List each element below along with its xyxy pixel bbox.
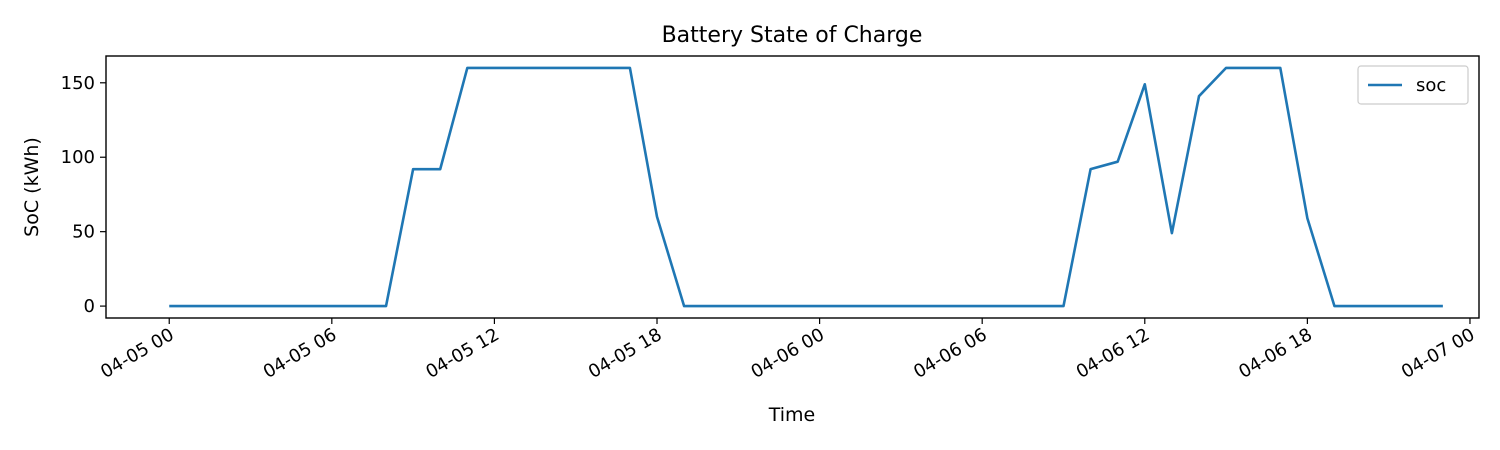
chart-title: Battery State of Charge <box>662 23 923 48</box>
y-tick-label: 0 <box>84 296 95 317</box>
legend-box <box>1357 65 1469 105</box>
y-tick-label: 150 <box>61 73 95 94</box>
legend-label: soc <box>1416 75 1446 96</box>
y-axis-label: SoC (kWh) <box>21 137 43 237</box>
y-tick-label: 100 <box>61 147 95 168</box>
y-tick-label: 50 <box>72 222 95 243</box>
x-axis-label: Time <box>768 404 816 426</box>
plot-frame <box>105 55 1480 319</box>
series-line-soc <box>169 66 1443 308</box>
